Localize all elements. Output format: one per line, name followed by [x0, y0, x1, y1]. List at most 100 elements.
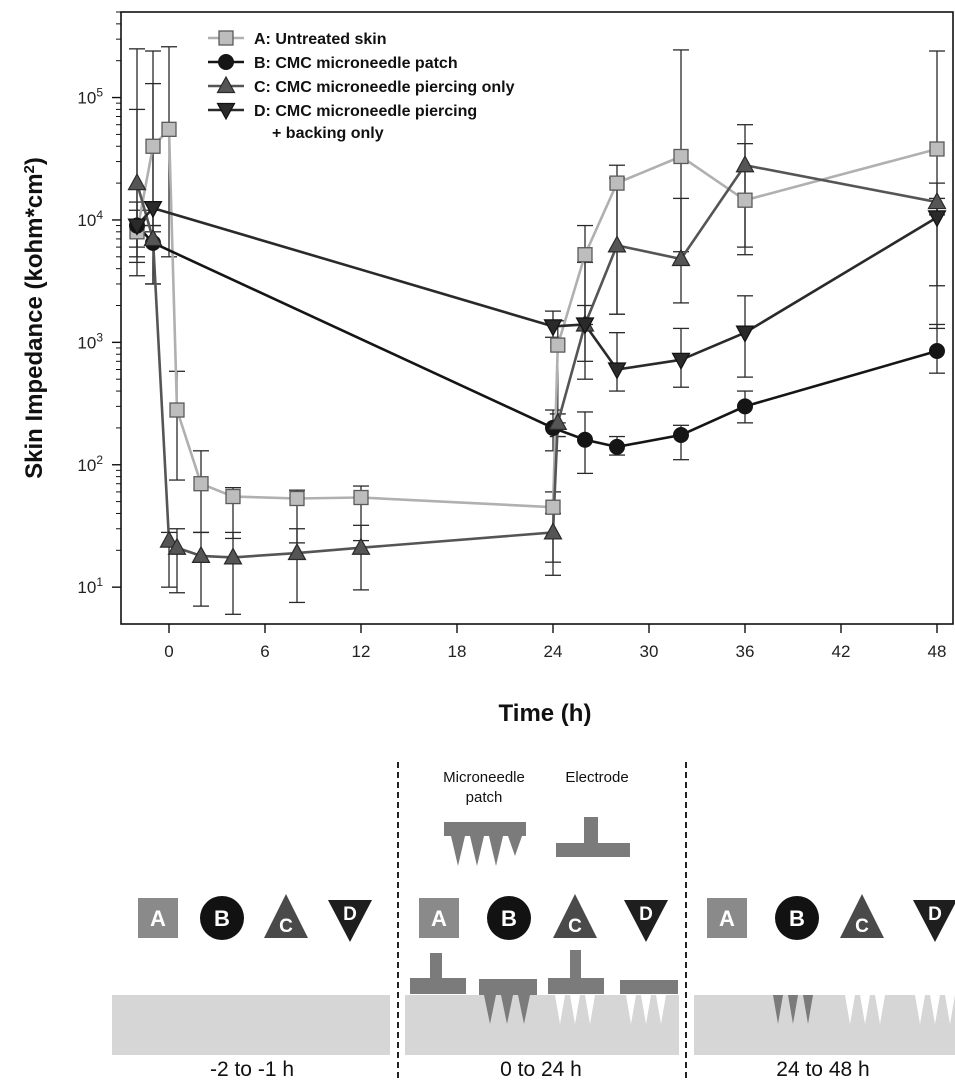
series-c-point — [543, 522, 563, 540]
series-c-point — [167, 537, 187, 555]
svg-text:D: D — [928, 904, 942, 925]
series-d-point — [671, 352, 691, 371]
stage-label-1: -2 to -1 h — [210, 1058, 294, 1081]
legend-label-d: D: CMC microneedle piercing — [254, 103, 477, 120]
series-c-error-bar — [225, 531, 241, 615]
badge-b-stage-3: B — [775, 896, 819, 940]
series-a-point — [673, 148, 689, 165]
legend-item-b: B: CMC microneedle patch — [208, 54, 458, 72]
legend-swatch-marker-d — [216, 102, 236, 121]
series-c-point — [191, 545, 211, 564]
badge-d-stage-3: D — [913, 900, 955, 942]
series-d-point — [127, 218, 147, 236]
svg-text:B: B — [789, 906, 805, 931]
series-c-line — [135, 163, 938, 559]
series-c-point — [223, 547, 243, 565]
series-c-point — [927, 191, 947, 210]
legend-item-c: C: CMC microneedle piercing only — [208, 75, 515, 96]
stage2-devices — [410, 950, 678, 1024]
series-d-point — [575, 317, 595, 335]
series-c-error-bar — [193, 531, 209, 607]
stage-label-2: 0 to 24 h — [500, 1058, 582, 1081]
legend-item-d: D: CMC microneedle piercing + backing onl… — [208, 102, 477, 142]
legend: A: Untreated skin B: CMC microneedle patc… — [208, 30, 515, 142]
series-d-point — [543, 319, 563, 337]
legend-label-b: B: CMC microneedle patch — [254, 55, 458, 72]
series-a-point — [289, 490, 305, 507]
series-c-point — [159, 530, 179, 548]
legend-label-d: + backing only — [272, 125, 384, 142]
stage2-b-patch — [479, 979, 537, 1024]
series-b-point — [737, 398, 753, 415]
svg-text:C: C — [279, 916, 293, 937]
series-c-point — [351, 537, 371, 555]
y-tick-label: 104 — [77, 208, 103, 230]
legend-item-a: A: Untreated skin — [208, 30, 386, 48]
protocol-diagram: Microneedle patch Electrode A B C D A B C D A B C D — [112, 762, 955, 1081]
badge-a-stage-1: A — [138, 898, 178, 938]
series-a-line — [135, 128, 938, 509]
series-d-point — [143, 200, 163, 219]
series-lines — [135, 128, 938, 559]
series-c-point — [287, 542, 307, 561]
svg-text:C: C — [855, 916, 869, 937]
svg-text:A: A — [719, 906, 735, 931]
y-tick-label: 105 — [77, 86, 103, 108]
series-c-point — [607, 235, 627, 253]
series-a-point — [225, 488, 241, 505]
badge-d-stage-2: D — [624, 900, 668, 942]
badge-c-stage-2: C — [553, 894, 597, 938]
series-a-point — [609, 175, 625, 191]
legend-swatch-marker-b — [218, 54, 234, 70]
series-c-point — [143, 228, 163, 247]
stage-label-3: 24 to 48 h — [776, 1058, 869, 1081]
svg-text:A: A — [431, 906, 447, 931]
series-d-point — [607, 362, 627, 380]
stage3-skin-marks — [773, 995, 955, 1024]
svg-text:A: A — [150, 906, 166, 931]
legend-label-c: C: CMC microneedle piercing only — [254, 79, 515, 96]
badge-c-stage-1: C — [264, 894, 308, 938]
series-b-point — [577, 431, 593, 448]
group-badges: A B CD A B CD A B CD — [138, 894, 955, 942]
stage2-c-electrode — [548, 950, 604, 1024]
series-b-line — [136, 224, 938, 449]
series-a-point — [193, 476, 209, 492]
x-tick-label: 12 — [352, 642, 371, 661]
x-tick-label: 0 — [164, 642, 173, 661]
series-c-point — [735, 154, 755, 173]
x-tick-label: 36 — [736, 642, 755, 661]
stage2-a-electrode — [430, 953, 442, 979]
svg-text:B: B — [214, 906, 230, 931]
series-c-error-bar — [737, 124, 753, 256]
series-a-point — [929, 141, 945, 157]
series-c-point — [671, 248, 691, 267]
microneedle-patch-icon — [444, 822, 526, 866]
svg-text:D: D — [639, 904, 653, 925]
x-tick-label: 18 — [448, 642, 467, 661]
series-c-error-bar — [289, 528, 305, 604]
svg-text:C: C — [568, 916, 582, 937]
microneedle-patch-label-2: patch — [466, 789, 503, 806]
y-tick-label: 102 — [77, 453, 103, 475]
legend-label-a: A: Untreated skin — [254, 31, 386, 48]
series-a-point — [161, 121, 177, 137]
badge-b-stage-2: B — [487, 896, 531, 940]
series-a-point — [145, 138, 161, 154]
badge-d-stage-1: D — [328, 900, 372, 942]
x-axis: 0 6 12 18 24 30 36 42 48 — [164, 624, 946, 661]
plot-area — [120, 11, 954, 625]
error-bars — [129, 46, 945, 615]
series-b-point — [673, 427, 689, 444]
y-tick-label: 101 — [77, 575, 103, 597]
series-a-point — [577, 247, 593, 263]
series-markers — [127, 121, 947, 565]
y-axis-title: Skin Impedance (kohm*cm2) — [21, 157, 49, 479]
y-tick-label: 103 — [77, 330, 103, 352]
series-d-point — [927, 210, 947, 228]
series-a-point — [169, 402, 185, 418]
series-a-point — [545, 499, 561, 515]
svg-text:D: D — [343, 904, 357, 925]
series-b-point — [609, 438, 625, 455]
